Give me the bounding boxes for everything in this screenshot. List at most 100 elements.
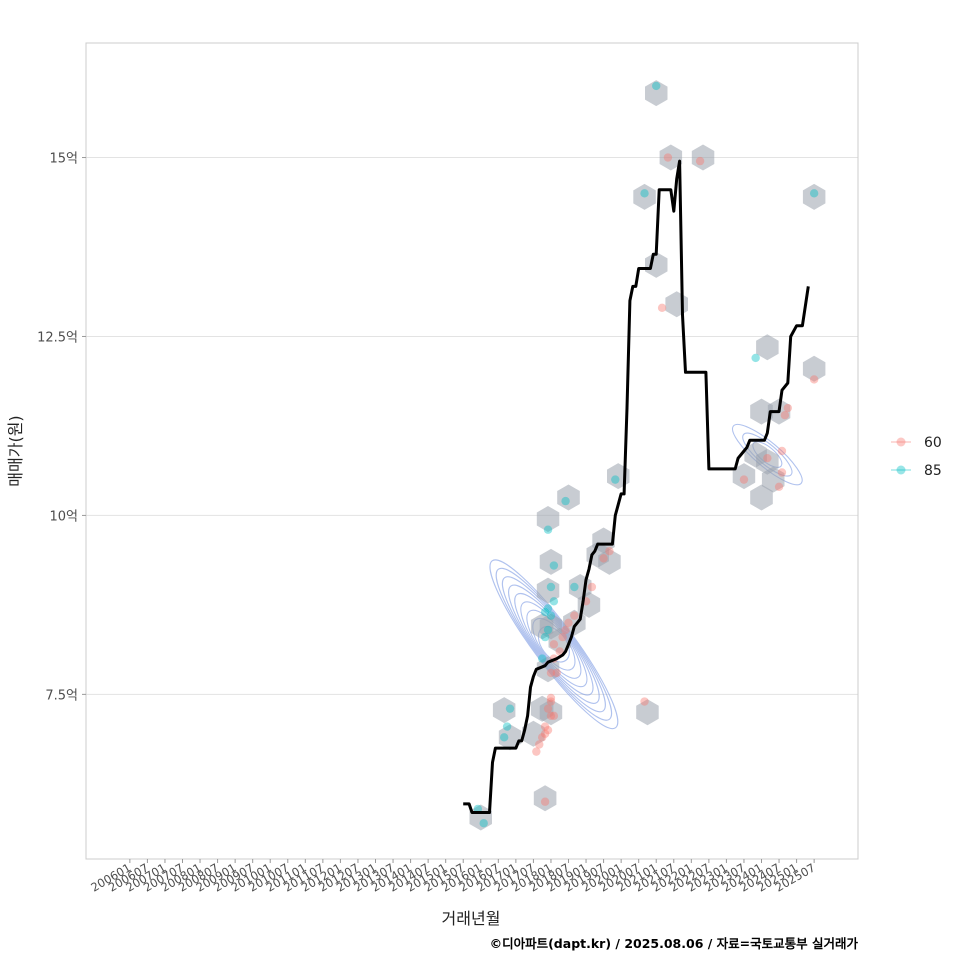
data-point-85 (546, 611, 556, 620)
legend-key-60-point (896, 437, 906, 447)
data-point-60 (549, 640, 559, 649)
data-point-60 (777, 468, 787, 477)
hexbin-cell (522, 720, 545, 747)
hexbin-cell (659, 144, 683, 171)
data-point-60 (605, 547, 614, 556)
hexbin-cell (536, 656, 560, 683)
data-point-60 (809, 375, 819, 384)
data-point-60 (540, 722, 550, 731)
panel-border (85, 42, 859, 860)
hexbin-cell (633, 183, 656, 210)
data-point-60 (540, 729, 550, 738)
data-point-85 (549, 597, 559, 606)
data-point-60 (552, 668, 562, 678)
data-point-60 (763, 453, 772, 463)
data-point-85 (561, 496, 570, 506)
hexbin-cell (756, 334, 779, 361)
data-point-60 (561, 625, 570, 635)
y-axis: 7.5억 10억 12.5억 15억 (37, 152, 86, 703)
legend-label-85: 85 (924, 463, 942, 479)
y-tick-label: 7.5억 (45, 688, 78, 703)
hexbin-cell (533, 785, 557, 812)
scatter-points (473, 81, 819, 828)
data-point-60 (570, 611, 579, 620)
data-point-60 (774, 482, 784, 491)
data-point-85 (537, 654, 547, 663)
data-point-85 (479, 819, 488, 828)
data-point-85 (546, 582, 556, 592)
data-point-85 (543, 604, 553, 613)
hexbin-cell (645, 251, 668, 278)
data-point-85 (502, 722, 512, 731)
data-point-60 (599, 554, 608, 563)
hexbin-cell (536, 577, 560, 604)
data-point-85 (540, 632, 550, 642)
hexbin-cell (548, 627, 571, 654)
data-point-60 (537, 733, 547, 742)
legend: 60 85 (891, 435, 942, 479)
data-point-60 (695, 156, 705, 166)
data-point-60 (543, 704, 553, 713)
data-point-85 (499, 733, 509, 742)
hexbin-cell (536, 506, 560, 532)
data-point-60 (546, 668, 556, 678)
hexbin-cell (802, 183, 826, 210)
data-point-60 (587, 582, 597, 592)
hexbin-cell (636, 699, 659, 726)
y-tick-label: 10억 (49, 509, 78, 524)
hexbin-cell (750, 398, 773, 425)
data-point-60 (657, 303, 667, 313)
trend-line-layer (463, 159, 810, 814)
data-point-60 (780, 411, 790, 420)
data-point-60 (558, 632, 567, 642)
data-point-60 (540, 797, 550, 806)
hexbin-cell (539, 548, 563, 575)
y-tick-label: 12.5억 (37, 330, 78, 345)
data-point-60 (546, 693, 556, 703)
data-point-85 (570, 582, 579, 592)
data-point-85 (540, 607, 550, 617)
hexbin-cell (539, 699, 563, 726)
hexbin-cell (492, 697, 516, 724)
data-point-85 (611, 475, 620, 484)
data-point-60 (546, 711, 556, 721)
data-point-60 (535, 740, 544, 749)
data-point-85 (809, 189, 819, 198)
data-point-85 (751, 353, 760, 363)
data-point-85 (640, 189, 649, 198)
legend-label-60: 60 (924, 435, 942, 451)
data-point-60 (783, 403, 793, 413)
hexbin-cell (750, 484, 773, 511)
data-point-85 (473, 804, 483, 814)
data-point-60 (532, 747, 541, 756)
data-point-85 (652, 81, 661, 91)
data-point-85 (505, 704, 515, 713)
data-point-60 (739, 475, 749, 484)
data-point-60 (543, 725, 553, 735)
y-tick-label: 15억 (49, 152, 78, 167)
hexbin-cell (691, 144, 715, 171)
hexbin-cell (498, 724, 522, 751)
data-point-85 (543, 525, 553, 534)
x-axis-title: 거래년월 (442, 909, 501, 928)
legend-key-85-point (896, 465, 906, 475)
trend-line (463, 159, 810, 814)
data-point-60 (549, 711, 559, 721)
data-point-60 (663, 153, 673, 162)
data-point-60 (777, 446, 787, 456)
hexbin-cell (802, 355, 826, 382)
data-point-60 (564, 618, 573, 627)
grid-lines (86, 157, 858, 695)
hexbin-cell (645, 80, 668, 107)
hexbin-cell (557, 484, 580, 511)
data-point-85 (549, 561, 559, 570)
data-point-60 (640, 697, 649, 706)
data-point-60 (555, 647, 564, 656)
hexbin-cell (761, 466, 785, 493)
data-point-60 (546, 697, 556, 706)
source-caption: ©디아파트(dapt.kr) / 2025.08.06 / 자료=국토교통부 실… (489, 936, 858, 951)
data-point-85 (543, 625, 553, 635)
hexbin-cell (732, 463, 756, 490)
